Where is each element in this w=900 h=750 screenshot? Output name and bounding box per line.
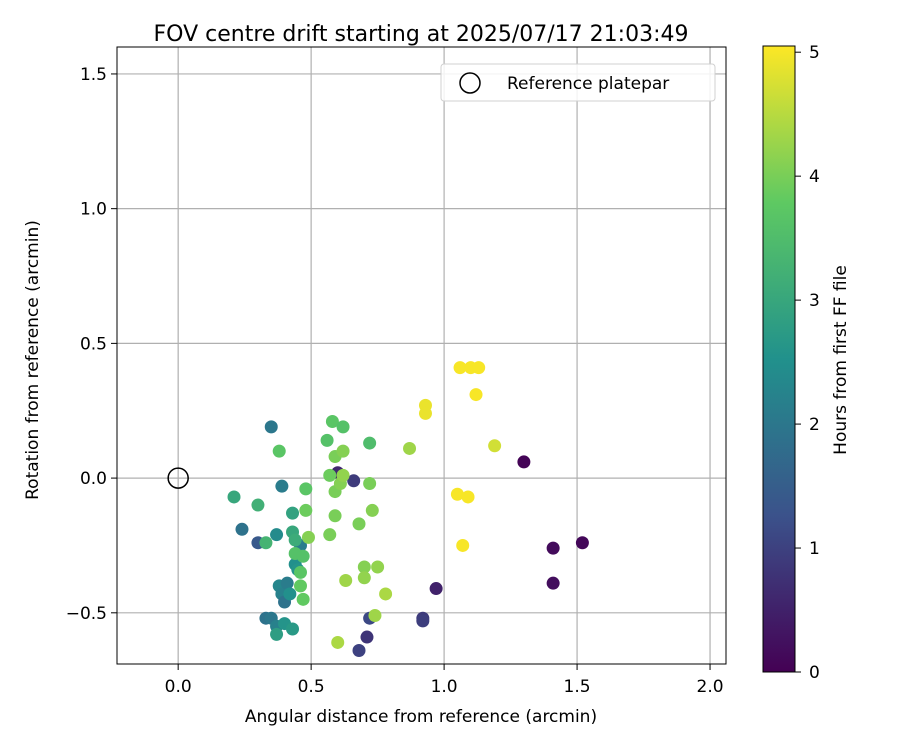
data-point [259, 536, 273, 550]
data-point [296, 549, 310, 563]
colorbar-tick-label: 0 [809, 663, 820, 683]
data-point [275, 479, 289, 493]
data-point [336, 444, 350, 458]
data-point [546, 576, 560, 590]
data-point [339, 573, 353, 587]
chart-title: FOV centre drift starting at 2025/07/17 … [154, 22, 689, 47]
x-tick-label: 2.0 [697, 677, 724, 697]
data-point [286, 506, 300, 520]
data-point [323, 468, 337, 482]
y-tick-label: 1.5 [80, 65, 107, 85]
x-axis-ticks: 0.0 0.5 1.0 1.5 2.0 [165, 664, 724, 697]
colorbar: 0 1 2 3 4 5 Hours from first FF file [762, 43, 851, 683]
data-point [379, 587, 393, 601]
y-tick-label: 1.0 [80, 200, 107, 220]
data-point [299, 482, 313, 496]
data-point [336, 420, 350, 434]
data-point [488, 439, 502, 453]
data-points [227, 361, 589, 658]
x-tick-label: 1.0 [431, 677, 458, 697]
y-axis-ticks: −0.5 0.0 0.5 1.0 1.5 [66, 65, 117, 624]
colorbar-tick-label: 5 [809, 43, 820, 63]
data-point [280, 576, 294, 590]
data-point [336, 468, 350, 482]
data-point [293, 579, 307, 593]
colorbar-tick-label: 1 [809, 539, 820, 559]
data-point [363, 436, 377, 450]
data-point [429, 582, 443, 596]
data-point [320, 433, 334, 447]
y-tick-label: 0.0 [80, 469, 107, 489]
legend-box [440, 63, 716, 102]
data-point [270, 627, 284, 641]
data-point [450, 487, 464, 501]
data-point [418, 406, 432, 420]
data-point [272, 444, 286, 458]
grid [117, 47, 726, 664]
data-point [371, 560, 385, 574]
x-tick-label: 0.5 [298, 677, 325, 697]
reference-platepar-marker [167, 467, 189, 489]
data-point [360, 630, 374, 644]
data-point [363, 476, 377, 490]
legend-reference-marker [459, 72, 481, 94]
data-point [286, 622, 300, 636]
data-point [461, 490, 475, 504]
data-point [365, 503, 379, 517]
colorbar-tick-label: 4 [809, 167, 820, 187]
data-point [331, 635, 345, 649]
data-point [293, 565, 307, 579]
data-point [403, 441, 417, 455]
data-point [270, 528, 284, 542]
data-point [235, 522, 249, 536]
colorbar-label: Hours from first FF file [831, 265, 851, 455]
data-point [227, 490, 241, 504]
data-point [283, 587, 297, 601]
data-point [416, 614, 430, 628]
plot-frame [116, 46, 727, 665]
data-point [264, 420, 278, 434]
y-axis-label: Rotation from reference (arcmin) [23, 220, 43, 500]
data-point [456, 538, 470, 552]
data-point [368, 609, 382, 623]
data-point [301, 530, 315, 544]
colorbar-gradient [762, 45, 796, 673]
colorbar-ticks: 0 1 2 3 4 5 [795, 43, 820, 683]
data-point [299, 503, 313, 517]
colorbar-tick-label: 3 [809, 291, 820, 311]
data-point [328, 509, 342, 523]
data-point [517, 455, 531, 469]
legend: Reference platepar [440, 63, 716, 102]
x-tick-label: 0.0 [165, 677, 192, 697]
data-point [469, 388, 483, 402]
colorbar-tick-label: 2 [809, 415, 820, 435]
data-point [352, 644, 366, 658]
data-point [575, 536, 589, 550]
data-point [357, 571, 371, 585]
data-point [323, 528, 337, 542]
data-point [472, 361, 486, 375]
y-tick-label: 0.5 [80, 334, 107, 354]
x-tick-label: 1.5 [564, 677, 591, 697]
data-point [352, 517, 366, 531]
data-point [546, 541, 560, 555]
data-point [347, 474, 361, 488]
data-point [251, 498, 265, 512]
data-point [453, 361, 467, 375]
x-axis-label: Angular distance from reference (arcmin) [245, 707, 597, 727]
data-point [288, 533, 302, 547]
data-point [357, 560, 371, 574]
data-point [325, 415, 339, 429]
y-tick-label: −0.5 [66, 604, 107, 624]
legend-label: Reference platepar [507, 74, 669, 94]
data-point [296, 592, 310, 606]
